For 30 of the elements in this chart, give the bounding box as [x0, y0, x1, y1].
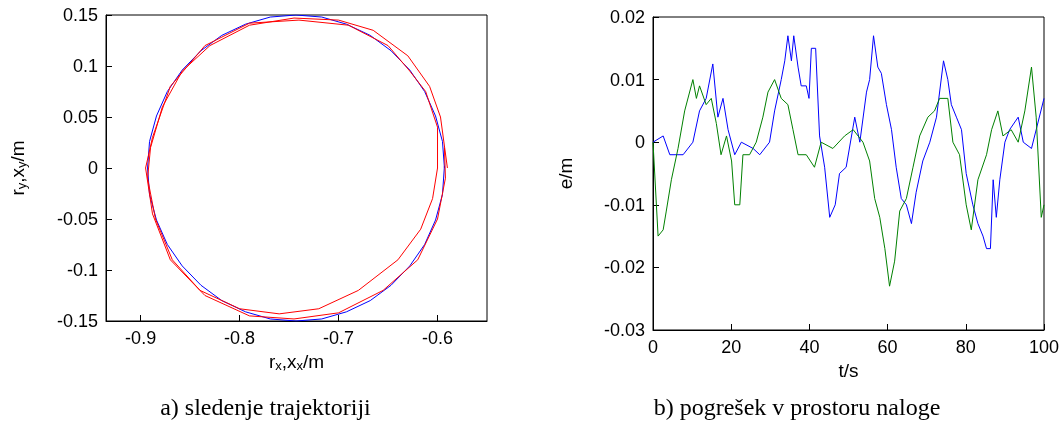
y-axis-title: e/m — [555, 157, 576, 190]
x-tick-label: 100 — [1028, 337, 1060, 357]
y-tick-label: -0.01 — [603, 194, 645, 215]
x-tick-label: -0.9 — [125, 328, 157, 348]
x-tick-label: 40 — [799, 337, 820, 357]
y-tick-label: 0.15 — [62, 5, 98, 25]
x-tick-label: 60 — [877, 337, 898, 357]
y-tick-label: 0.01 — [609, 69, 645, 90]
x-tick-label: 80 — [955, 337, 976, 357]
y-tick-label: 0.05 — [62, 107, 98, 127]
x-tick-label: -0.7 — [323, 328, 355, 348]
y-tick-label: 0 — [87, 158, 98, 178]
y-tick-label: -0.05 — [56, 209, 98, 229]
y-tick-label: -0.1 — [66, 260, 98, 280]
line-series — [652, 35, 1045, 250]
y-tick-label: 0.02 — [609, 7, 645, 27]
y-tick-label: -0.03 — [603, 320, 645, 340]
y-tick-label: 0 — [634, 132, 645, 153]
y-tick-label: -0.02 — [603, 257, 645, 278]
y-tick-label: -0.15 — [56, 311, 98, 331]
x-axis-title: t/s — [838, 359, 859, 381]
x-tick-label: -0.8 — [224, 328, 256, 348]
x-tick-label: 20 — [721, 337, 742, 357]
y-axis-title: ry,xy/m — [7, 140, 29, 196]
text: a) sledenje trajektoriji — [160, 394, 372, 420]
x-tick-label: 0 — [647, 337, 659, 357]
text: b) pogrešek v prostoru naloge — [653, 394, 941, 420]
x-tick-label: -0.6 — [422, 328, 454, 348]
y-tick-label: 0.1 — [72, 56, 98, 76]
line-series — [652, 66, 1045, 287]
